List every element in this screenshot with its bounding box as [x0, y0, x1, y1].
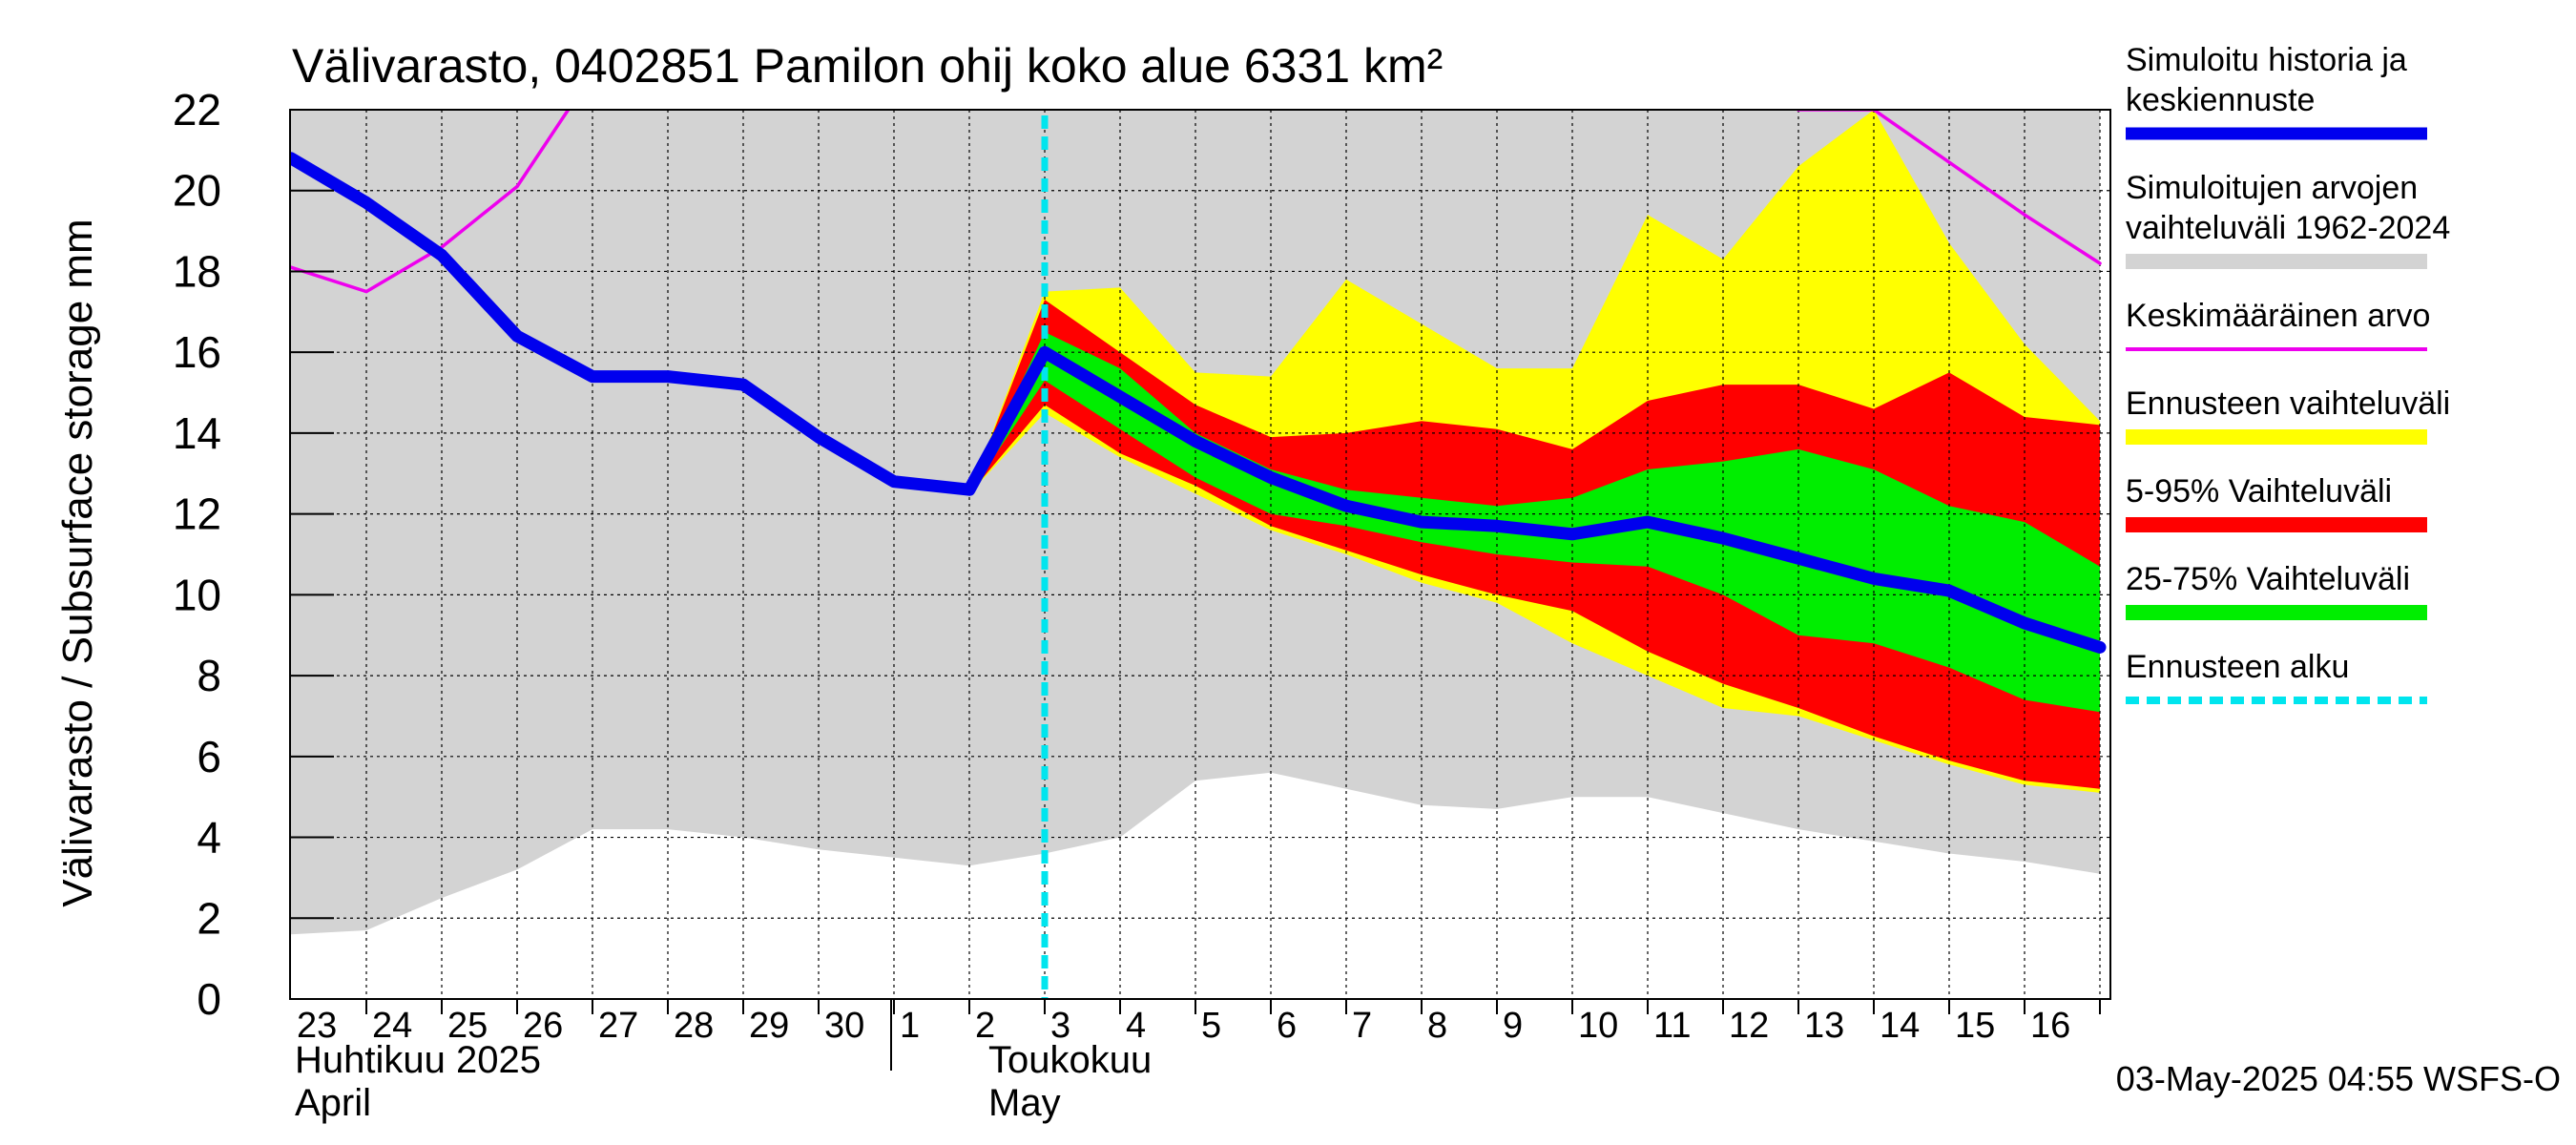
legend-label: Ennusteen vaihteluväli	[2126, 385, 2450, 422]
plot-area	[289, 109, 2111, 1000]
legend-label: Ennusteen alku	[2126, 649, 2349, 685]
x-day-label: 8	[1427, 1006, 1447, 1046]
x-day-label: 13	[1804, 1006, 1844, 1046]
x-day-label: 24	[372, 1006, 412, 1046]
legend-swatch	[2126, 254, 2427, 269]
x-day-label: 15	[1955, 1006, 1995, 1046]
y-tick-label: 2	[197, 893, 221, 943]
legend-item-25-75-vaihteluvali: 25-75% Vaihteluväli	[2126, 561, 2427, 620]
month-label-en: May	[988, 1082, 1061, 1124]
y-tick-label: 4	[197, 813, 221, 863]
legend-item-ennusteen-alku: Ennusteen alku	[2126, 649, 2427, 704]
x-day-label: 6	[1277, 1006, 1297, 1046]
x-axis: 23 24 25 26 27 28 29 30 1 2 3 4 5 6 7 8 9 10 11 12 13 14 15 16H…	[295, 999, 2101, 1124]
x-day-label: 4	[1126, 1006, 1146, 1046]
month-label-fi: Huhtikuu 2025	[295, 1039, 541, 1081]
x-day-label: 29	[749, 1006, 789, 1046]
x-day-label: 1	[900, 1006, 920, 1046]
y-tick-label: 14	[173, 408, 221, 458]
x-day-label: 28	[674, 1006, 714, 1046]
y-axis-label: Välivarasto / Subsurface storage mm	[54, 219, 101, 906]
y-tick-label: 16	[173, 327, 221, 377]
y-tick-label: 8	[197, 651, 221, 700]
legend-label: keskiennuste	[2126, 82, 2315, 118]
y-tick-label: 12	[173, 489, 221, 539]
line-simuloitu-historia-ja-keskiennuste	[290, 152, 2107, 654]
month-label-en: April	[295, 1082, 371, 1124]
x-day-label: 10	[1578, 1006, 1618, 1046]
grid-layer	[290, 110, 2110, 999]
y-tick-label: 6	[197, 732, 221, 781]
legend-label: vaihteluväli 1962-2024	[2126, 210, 2450, 246]
legend-label: Simuloitujen arvojen	[2126, 170, 2418, 206]
legend-item-simuloitujen-arvojen-vaihteluvali-1962-2024: Simuloitujen arvojen vaihteluväli 1962-20…	[2126, 170, 2450, 269]
x-day-label: 2	[975, 1006, 995, 1046]
legend-item-5-95-vaihteluvali: 5-95% Vaihteluväli	[2126, 473, 2427, 532]
plot-frame	[289, 109, 2111, 1000]
x-day-label: 26	[523, 1006, 563, 1046]
x-day-label: 3	[1050, 1006, 1070, 1046]
line-keskimaarainen-arvo	[290, 110, 571, 294]
x-day-label: 14	[1880, 1006, 1920, 1046]
legend-label: 25-75% Vaihteluväli	[2126, 561, 2410, 597]
legend-item-ennusteen-vaihteluvali: Ennusteen vaihteluväli	[2126, 385, 2450, 445]
legend-swatch	[2126, 517, 2427, 532]
legend-item-simuloitu-historia-ja-keskiennuste: Simuloitu historia ja keskiennuste	[2126, 42, 2427, 140]
band-25-75-vaihteluvali	[969, 332, 2100, 713]
y-tick-label: 20	[173, 166, 221, 216]
chart-title: Välivarasto, 0402851 Pamilon ohij koko a…	[292, 39, 1443, 93]
x-day-label: 23	[297, 1006, 337, 1046]
x-day-label: 9	[1503, 1006, 1523, 1046]
legend-label: Simuloitu historia ja	[2126, 42, 2407, 78]
x-day-label: 11	[1653, 1006, 1691, 1046]
x-day-label: 12	[1729, 1006, 1769, 1046]
legend-swatch	[2126, 429, 2427, 445]
x-day-label: 30	[824, 1006, 864, 1046]
x-day-label: 25	[447, 1006, 488, 1046]
x-day-label: 7	[1352, 1006, 1372, 1046]
month-label-fi: Toukokuu	[988, 1039, 1152, 1081]
x-day-label: 16	[2030, 1006, 2070, 1046]
line-keskimaarainen-arvo	[1794, 110, 2102, 265]
y-axis: 0 2 4 6 8 10 12 14 16 18 20 22	[173, 85, 334, 1024]
x-day-label: 5	[1201, 1006, 1221, 1046]
y-tick-label: 10	[173, 570, 221, 619]
legend-item-keskimaarainen-arvo: Keskimääräinen arvo	[2126, 298, 2430, 351]
y-tick-label: 18	[173, 246, 221, 296]
footer-timestamp: 03-May-2025 04:55 WSFS-O	[2116, 1059, 2561, 1098]
legend: Simuloitu historia jakeskiennusteSimuloi…	[2126, 42, 2450, 704]
x-day-label: 27	[598, 1006, 638, 1046]
y-tick-label: 22	[173, 85, 221, 135]
bands-layer	[291, 110, 2100, 935]
y-tick-label: 0	[197, 974, 221, 1024]
legend-label: 5-95% Vaihteluväli	[2126, 473, 2392, 510]
legend-swatch	[2126, 605, 2427, 620]
lines-layer	[290, 110, 2107, 999]
legend-label: Keskimääräinen arvo	[2126, 298, 2430, 334]
